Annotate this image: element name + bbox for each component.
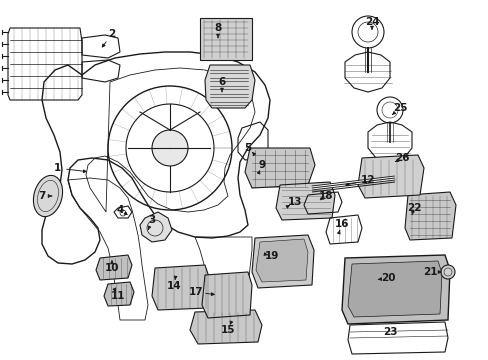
Polygon shape — [251, 235, 313, 288]
Text: 4: 4 — [116, 205, 123, 215]
Circle shape — [376, 97, 402, 123]
Text: 1: 1 — [53, 163, 61, 173]
Ellipse shape — [33, 175, 62, 217]
Text: 9: 9 — [258, 160, 265, 170]
Text: 23: 23 — [382, 327, 396, 337]
Text: 17: 17 — [188, 287, 203, 297]
Text: 11: 11 — [110, 291, 125, 301]
Text: 24: 24 — [364, 17, 379, 27]
Circle shape — [152, 130, 187, 166]
Text: 20: 20 — [380, 273, 394, 283]
Polygon shape — [347, 261, 441, 317]
Text: 18: 18 — [318, 191, 332, 201]
Polygon shape — [357, 155, 423, 198]
Polygon shape — [190, 310, 262, 344]
Text: 14: 14 — [166, 281, 181, 291]
Text: 5: 5 — [244, 143, 251, 153]
Text: 2: 2 — [108, 29, 115, 39]
Text: 6: 6 — [218, 77, 225, 87]
Polygon shape — [96, 255, 132, 280]
Polygon shape — [152, 265, 209, 310]
Polygon shape — [275, 182, 334, 220]
Text: 12: 12 — [360, 175, 374, 185]
Text: 8: 8 — [214, 23, 221, 33]
FancyBboxPatch shape — [200, 18, 251, 60]
Text: 10: 10 — [104, 263, 119, 273]
Polygon shape — [140, 212, 172, 242]
Text: 13: 13 — [287, 197, 302, 207]
Text: 19: 19 — [264, 251, 279, 261]
Text: 7: 7 — [38, 191, 45, 201]
Circle shape — [351, 16, 383, 48]
Polygon shape — [244, 148, 314, 188]
Text: 16: 16 — [334, 219, 348, 229]
Polygon shape — [256, 239, 307, 282]
Text: 25: 25 — [392, 103, 407, 113]
Polygon shape — [341, 255, 449, 324]
Polygon shape — [202, 272, 251, 318]
Text: 3: 3 — [148, 215, 155, 225]
Text: 22: 22 — [406, 203, 420, 213]
Text: 26: 26 — [394, 153, 408, 163]
Text: 21: 21 — [422, 267, 436, 277]
Polygon shape — [204, 65, 254, 108]
Polygon shape — [404, 192, 455, 240]
Circle shape — [440, 265, 454, 279]
Polygon shape — [104, 282, 134, 306]
Text: 15: 15 — [220, 325, 235, 335]
